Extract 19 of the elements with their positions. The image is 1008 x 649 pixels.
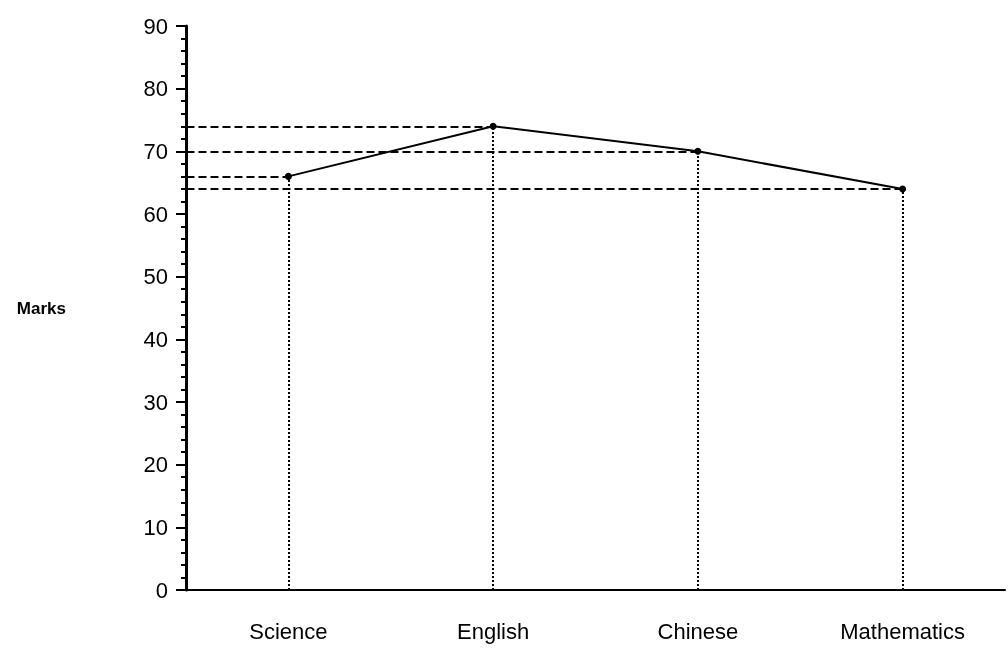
y-tick-label: 40 — [143, 326, 168, 352]
y-tick-label: 60 — [143, 201, 168, 227]
y-tick-label: 10 — [143, 514, 168, 540]
point — [899, 185, 907, 193]
y-tick-label: 90 — [143, 13, 168, 39]
x-tick-label: English — [457, 618, 530, 644]
x-tick-label: Science — [249, 618, 328, 644]
point — [489, 122, 497, 130]
x-tick-label: Mathematics — [840, 618, 965, 644]
y-tick-label: 80 — [143, 76, 168, 102]
y-tick-label: 70 — [143, 138, 168, 164]
y-tick-label: 30 — [143, 389, 168, 415]
y-tick-label: 50 — [143, 264, 168, 290]
y-axis-title: Marks — [16, 298, 66, 318]
y-tick-label: 20 — [143, 452, 168, 478]
point — [694, 147, 702, 155]
point — [284, 172, 292, 180]
x-tick-label: Chinese — [657, 618, 739, 644]
y-tick-label: 0 — [155, 577, 168, 603]
